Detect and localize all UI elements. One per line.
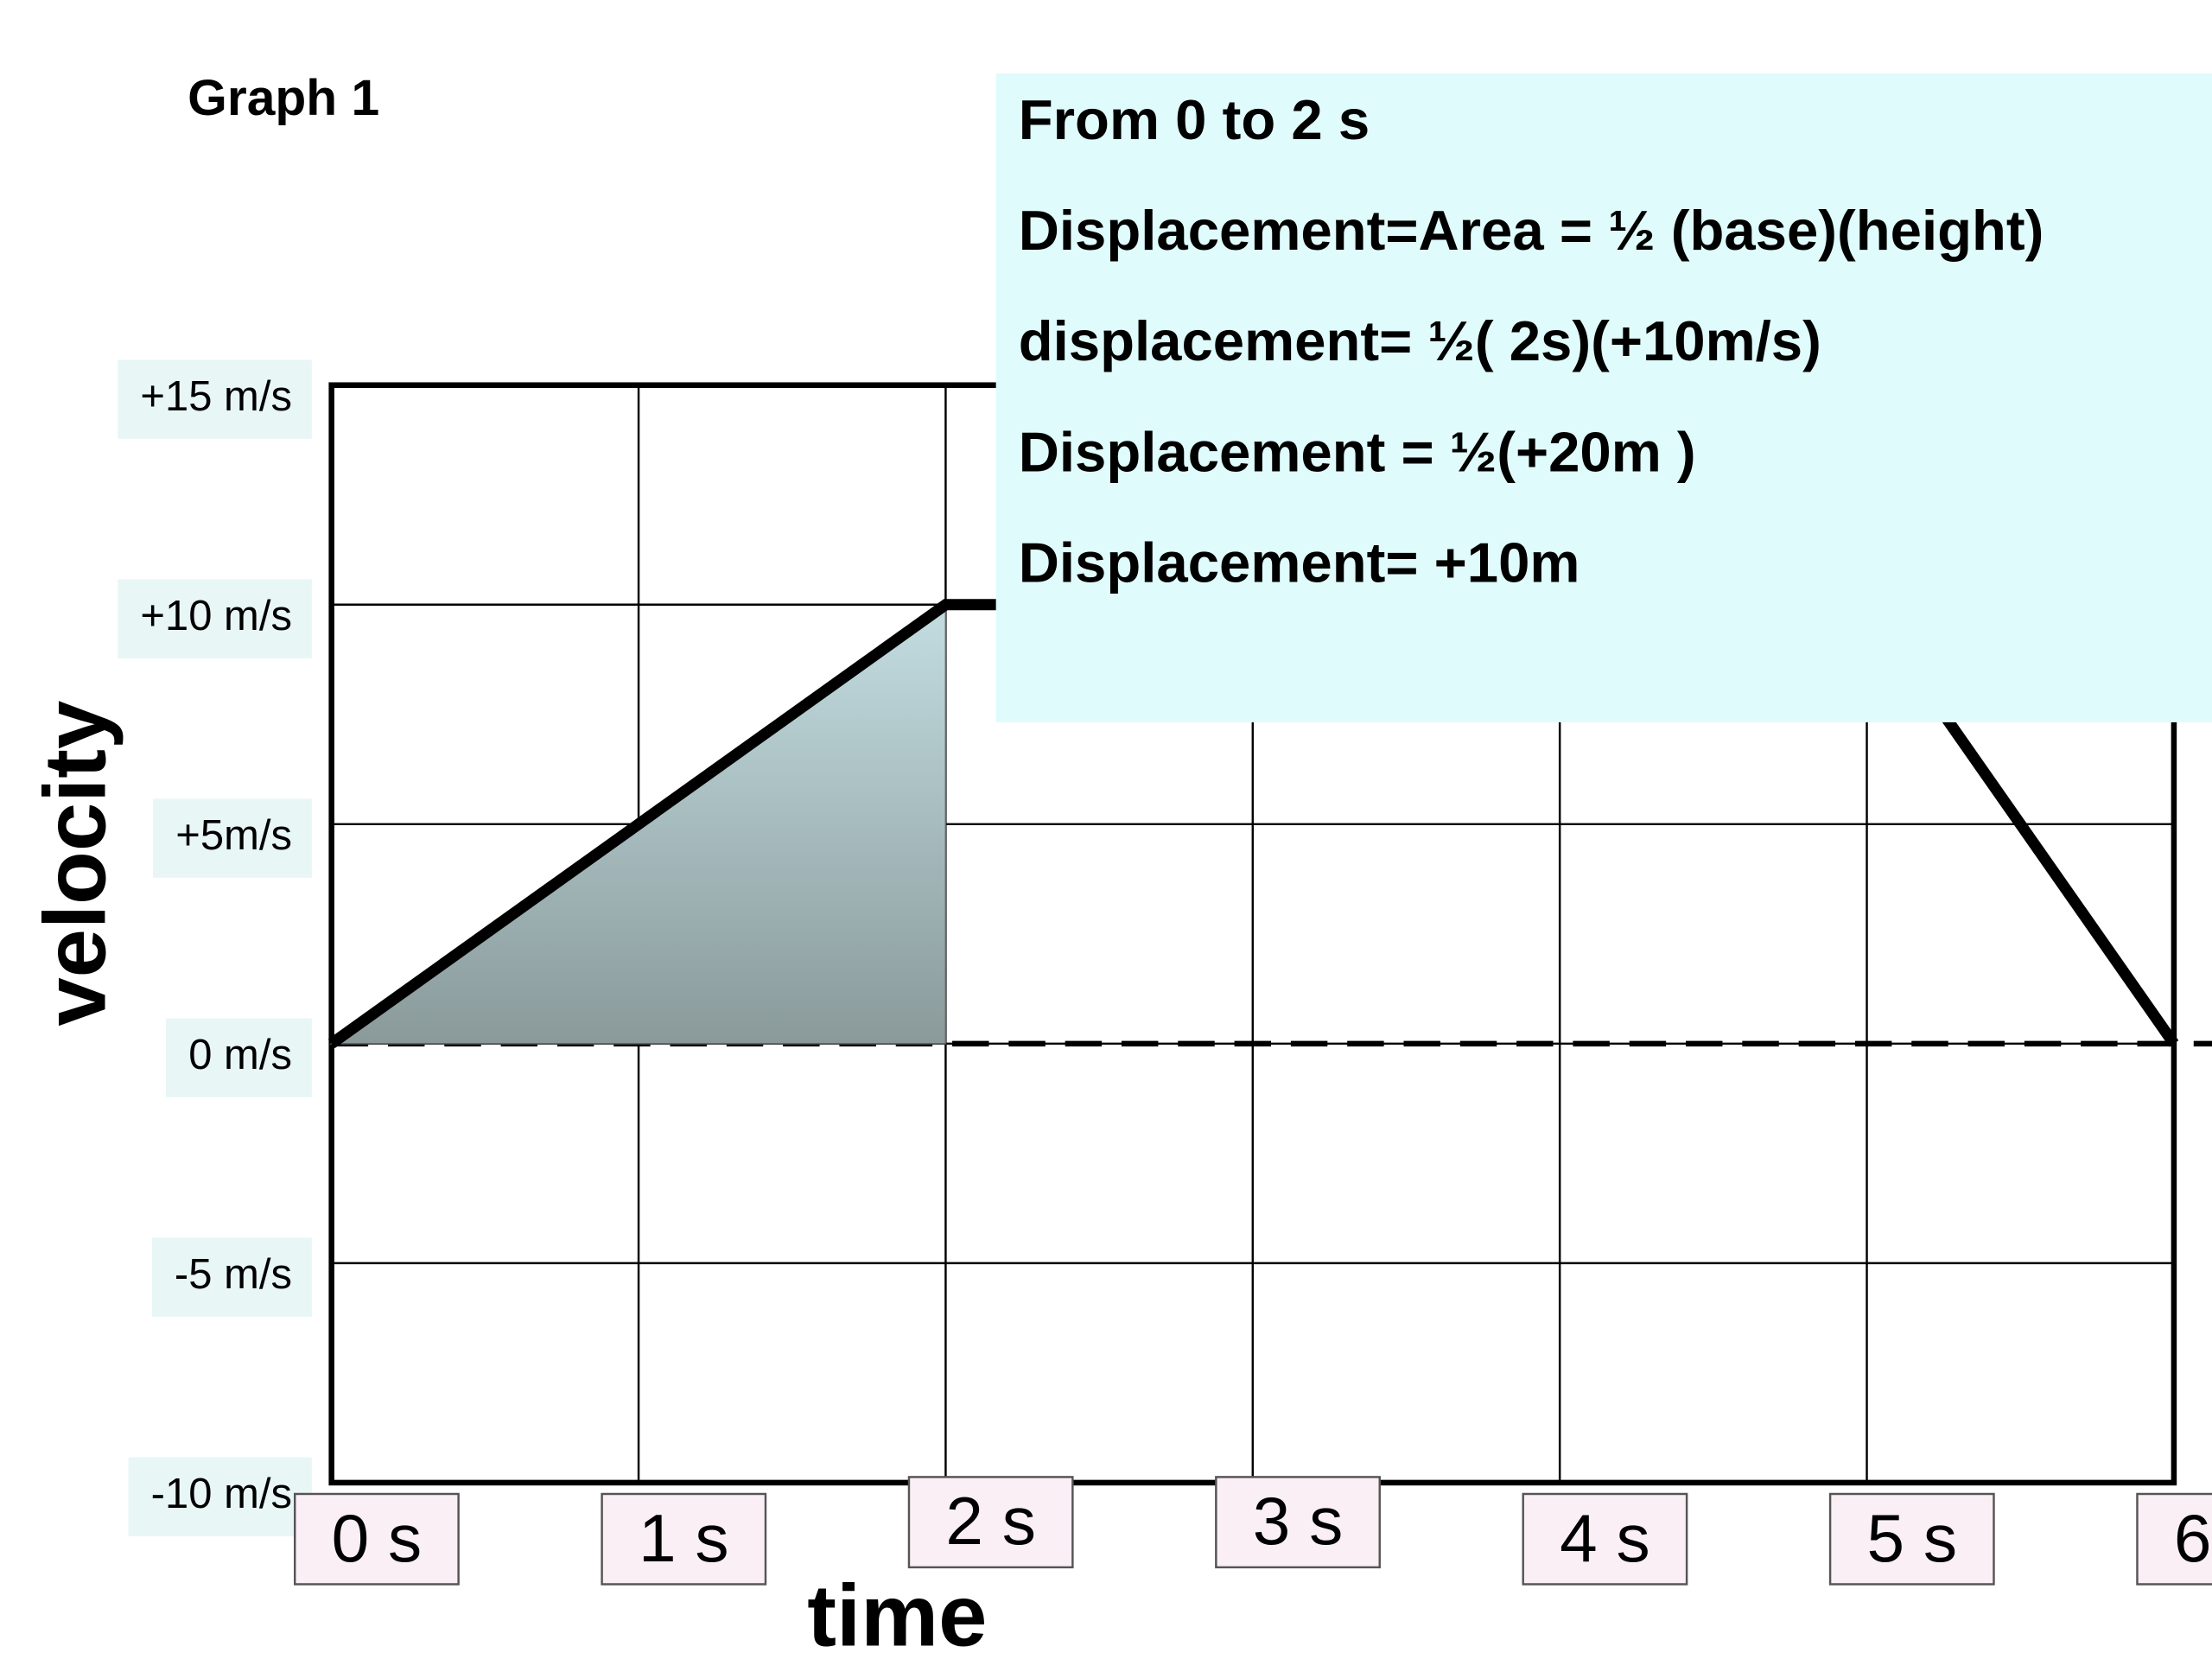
y-tick-box <box>151 1237 312 1317</box>
y-tick-box <box>128 1457 312 1536</box>
x-tick-label: 3 s <box>1253 1483 1344 1559</box>
x-tick-label: 2 s <box>945 1483 1036 1559</box>
x-tick-box <box>2136 1492 2212 1586</box>
y-tick-box <box>166 1018 312 1097</box>
y-tick-label: 0 m/s <box>188 1032 292 1078</box>
y-tick-label: +10 m/s <box>140 593 292 639</box>
x-tick-box <box>601 1492 767 1586</box>
x-tick-label: 5 s <box>1867 1500 1958 1576</box>
annotation-text: displacement= ½( 2s)(+10m/s) <box>1019 309 1821 372</box>
x-tick-label: 1 s <box>639 1500 729 1576</box>
x-tick-box <box>1215 1476 1381 1569</box>
x-tick-box <box>1522 1492 1688 1586</box>
y-axis-label: velocity <box>26 701 124 1027</box>
x-tick-box <box>1828 1492 1995 1586</box>
x-axis-label: time <box>807 1567 987 1659</box>
x-tick-box <box>907 1476 1074 1569</box>
y-tick-label: +5m/s <box>175 812 292 859</box>
y-tick-box <box>118 359 312 439</box>
chart-title: Graph 1 <box>188 70 379 126</box>
annotation-box <box>995 73 2212 722</box>
annotation-text: Displacement = ½(+20m ) <box>1019 420 1696 483</box>
y-tick-box <box>118 579 312 658</box>
x-tick-label: 0 s <box>332 1500 423 1576</box>
x-tick-label: 4 s <box>1560 1500 1650 1576</box>
y-tick-label: -10 m/s <box>151 1471 292 1517</box>
y-tick-box <box>153 798 312 878</box>
annotation-text: Displacement=Area = ½ (base)(height) <box>1019 199 2044 262</box>
y-tick-label: +15 m/s <box>140 373 292 420</box>
annotation-text: From 0 to 2 s <box>1019 88 1370 151</box>
x-tick-label: 6 s <box>2174 1500 2212 1576</box>
x-tick-box <box>294 1492 460 1586</box>
annotation-text: Displacement= +10m <box>1019 531 1580 594</box>
y-tick-label: -5 m/s <box>175 1251 292 1298</box>
